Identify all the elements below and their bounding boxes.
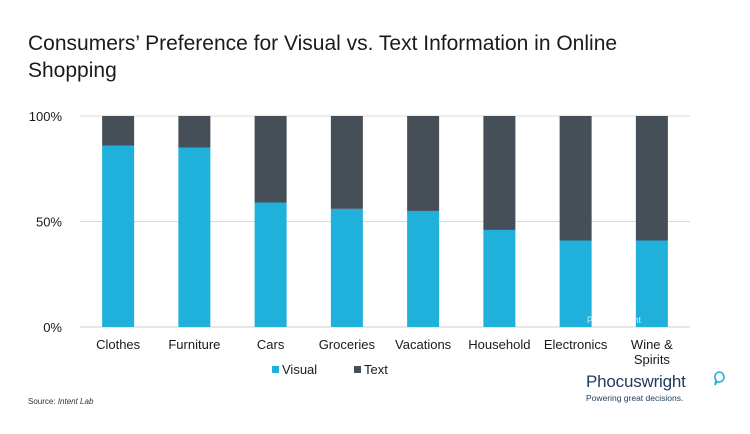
bar-text-cars bbox=[254, 116, 287, 203]
bar-text-clothes bbox=[102, 116, 135, 146]
y-tick-label: 50% bbox=[36, 215, 62, 230]
x-tick-label: Vacations bbox=[395, 337, 452, 352]
bar-text-household bbox=[483, 116, 516, 230]
bar-text-electronics bbox=[559, 116, 592, 241]
bar-visual-electronics bbox=[559, 240, 592, 327]
x-tick-label: Electronics bbox=[544, 337, 608, 352]
x-tick-label: Furniture bbox=[168, 337, 220, 352]
source-prefix: Source: bbox=[28, 397, 56, 406]
x-tick-label: Groceries bbox=[319, 337, 376, 352]
bar-visual-cars bbox=[254, 202, 287, 327]
source-note: Source: Intent Lab bbox=[28, 397, 93, 406]
source-name: Intent Lab bbox=[57, 397, 94, 406]
speech-bubble-icon bbox=[714, 371, 725, 386]
brand-name: Phocuswright bbox=[586, 372, 686, 391]
y-tick-label: 0% bbox=[43, 320, 62, 335]
y-tick-label: 100% bbox=[29, 109, 63, 124]
x-tick-label: Cars bbox=[257, 337, 285, 352]
bar-visual-clothes bbox=[102, 145, 135, 327]
bar-visual-vacations bbox=[407, 210, 440, 327]
x-tick-label: Clothes bbox=[96, 337, 141, 352]
x-tick-label: Wine & Spirits bbox=[631, 337, 673, 367]
legend-swatch-text bbox=[354, 366, 361, 373]
bar-visual-wine-spirits bbox=[635, 240, 668, 327]
watermark: Phocuswright bbox=[587, 315, 642, 325]
chart-title: Consumers’ Preference for Visual vs. Tex… bbox=[28, 32, 618, 82]
bar-visual-groceries bbox=[330, 208, 363, 327]
brand-logo: Phocuswright Powering great decisions. bbox=[586, 371, 726, 403]
bar-text-furniture bbox=[178, 116, 211, 148]
bar-visual-household bbox=[483, 229, 516, 327]
brand-tagline: Powering great decisions. bbox=[586, 393, 684, 403]
x-tick-label: Household bbox=[468, 337, 530, 352]
bar-text-groceries bbox=[330, 116, 363, 209]
legend-label-text: Text bbox=[364, 362, 388, 377]
legend-label-visual: Visual bbox=[282, 362, 317, 377]
legend-swatch-visual bbox=[272, 366, 279, 373]
bar-text-wine-spirits bbox=[635, 116, 668, 241]
bar-text-vacations bbox=[407, 116, 440, 211]
bar-visual-furniture bbox=[178, 147, 211, 327]
